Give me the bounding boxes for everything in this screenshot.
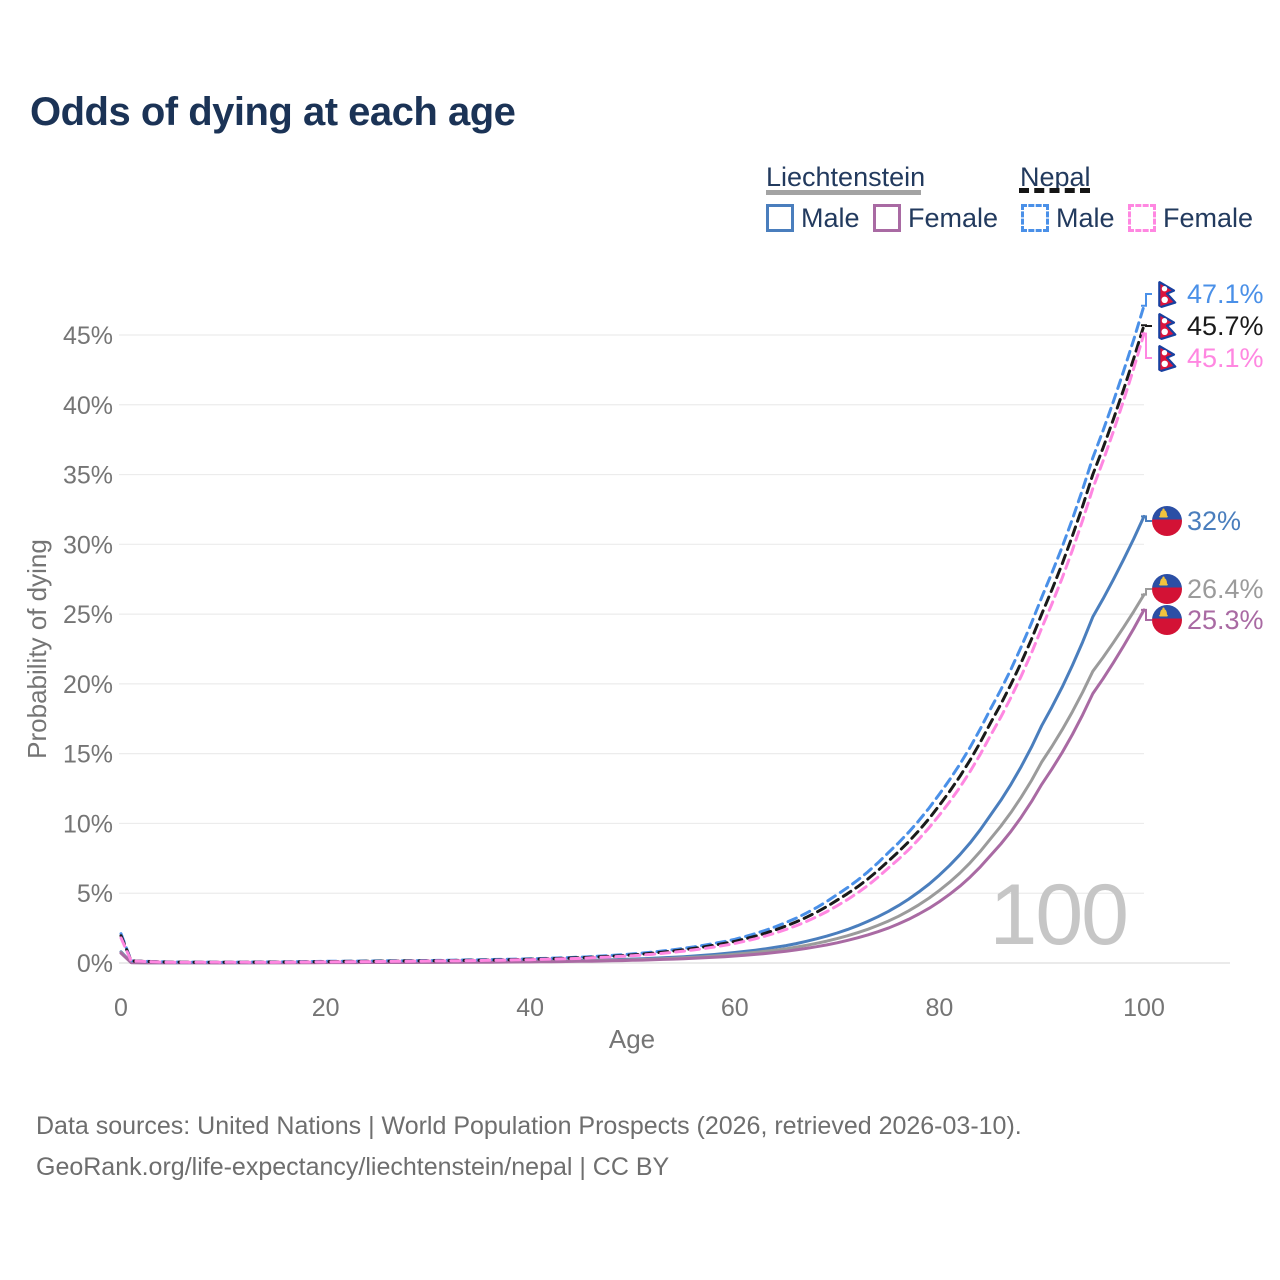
footer: Data sources: United Nations | World Pop… xyxy=(36,1106,1022,1188)
end-value-label: 32% xyxy=(1187,506,1241,536)
gridlines xyxy=(119,334,1230,964)
liechtenstein-male-swatch-icon xyxy=(766,204,794,232)
data-sources-line: Data sources: United Nations | World Pop… xyxy=(36,1112,1022,1140)
nepal-flag-icon xyxy=(1152,343,1182,373)
liechtenstein-flag-icon xyxy=(1152,605,1182,635)
liechtenstein-flag-icon xyxy=(1152,574,1182,604)
annotation-leader-line xyxy=(1141,324,1152,327)
y-tick-label: 35% xyxy=(63,462,113,490)
age-counter-watermark: 100 xyxy=(990,867,1128,963)
y-axis-tick-labels: 0% 5% 10% 15% 20% 25% 30% 35% 40% 45% xyxy=(63,322,113,978)
end-value-annotations: 32% 26.4%25.3% 47.1%45.7%45.1% xyxy=(1141,279,1264,635)
series-line-nepal-female xyxy=(119,332,1146,964)
y-tick-label: 15% xyxy=(63,741,113,769)
legend-item-label: Female xyxy=(908,203,999,233)
x-tick-label: 80 xyxy=(925,994,953,1022)
annotation-leader-line xyxy=(1141,588,1152,596)
y-tick-label: 10% xyxy=(63,810,113,838)
y-tick-label: 40% xyxy=(63,392,113,420)
end-value-label: 47.1% xyxy=(1187,279,1264,309)
y-tick-label: 45% xyxy=(63,322,113,350)
legend-country-nepal: Nepal xyxy=(1020,162,1091,192)
nepal-female-swatch-icon xyxy=(1128,204,1156,232)
legend: Liechtenstein Nepal Male Female Male Fem… xyxy=(0,0,1280,250)
end-value-label: 45.7% xyxy=(1187,311,1264,341)
y-axis-title: Probability of dying xyxy=(22,539,52,759)
y-tick-label: 25% xyxy=(63,601,113,629)
legend-item-label: Male xyxy=(1056,203,1115,233)
series-lines xyxy=(119,304,1146,965)
legend-item-nepal-male[interactable]: Male xyxy=(1021,204,1115,232)
legend-item-liechtenstein-male[interactable]: Male xyxy=(766,204,860,232)
end-value-label: 25.3% xyxy=(1187,605,1264,635)
end-value-label: 26.4% xyxy=(1187,574,1264,604)
x-tick-label: 20 xyxy=(312,994,340,1022)
y-tick-label: 30% xyxy=(63,531,113,559)
x-tick-label: 40 xyxy=(516,994,544,1022)
annotation-leader-line xyxy=(1141,608,1152,621)
liechtenstein-solid-line-sample xyxy=(766,190,921,195)
nepal-male-swatch-icon xyxy=(1021,204,1049,232)
annotation-leader-line xyxy=(1141,332,1152,359)
end-value-label: 45.1% xyxy=(1187,343,1264,373)
page-title: Odds of dying at each age xyxy=(30,90,516,134)
legend-item-label: Female xyxy=(1163,203,1254,233)
x-tick-label: 100 xyxy=(1123,994,1165,1022)
x-axis-title: Age xyxy=(609,1024,655,1054)
liechtenstein-female-swatch-icon xyxy=(873,204,901,232)
legend-item-liechtenstein-female[interactable]: Female xyxy=(873,204,998,232)
legend-item-nepal-female[interactable]: Female xyxy=(1128,204,1253,232)
y-tick-label: 20% xyxy=(63,671,113,699)
attribution-line: GeoRank.org/life-expectancy/liechtenstei… xyxy=(36,1153,670,1181)
legend-item-label: Male xyxy=(801,203,860,233)
annotation-leader-line xyxy=(1141,293,1152,307)
x-tick-label: 60 xyxy=(721,994,749,1022)
x-axis-tick-labels: 0 20 40 60 80 100 xyxy=(114,994,1165,1022)
x-tick-label: 0 xyxy=(114,994,128,1022)
annotation-leader-line xyxy=(1141,515,1152,522)
nepal-dashed-line-sample xyxy=(1019,188,1090,193)
y-tick-label: 0% xyxy=(77,950,113,978)
y-tick-label: 5% xyxy=(77,880,113,908)
nepal-flag-icon xyxy=(1152,279,1182,309)
liechtenstein-flag-icon xyxy=(1152,506,1182,536)
nepal-flag-icon xyxy=(1152,311,1182,341)
legend-country-liechtenstein: Liechtenstein xyxy=(766,162,926,192)
